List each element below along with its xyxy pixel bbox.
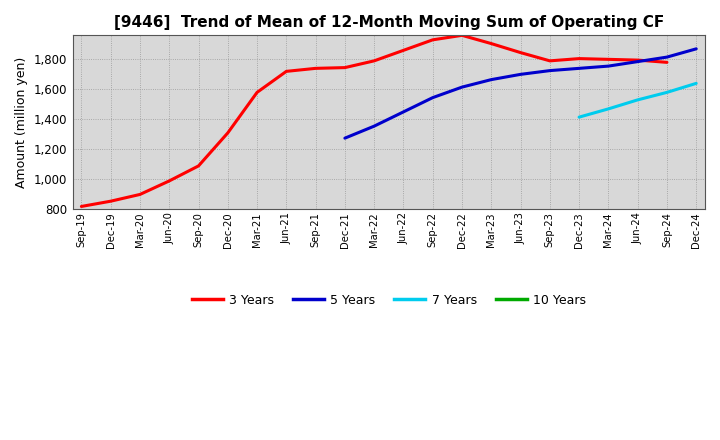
7 Years (692, 81, 701, 86)
5 Years (575, 66, 583, 71)
7 Years (634, 97, 642, 103)
3 Years (107, 198, 115, 204)
3 Years (223, 130, 232, 136)
5 Years (487, 77, 495, 82)
3 Years (282, 69, 291, 74)
7 Years (575, 114, 583, 120)
Title: [9446]  Trend of Mean of 12-Month Moving Sum of Operating CF: [9446] Trend of Mean of 12-Month Moving … (114, 15, 664, 30)
5 Years (399, 109, 408, 114)
3 Years (458, 33, 467, 38)
5 Years (428, 95, 437, 100)
3 Years (311, 66, 320, 71)
3 Years (546, 58, 554, 63)
3 Years (77, 204, 86, 209)
3 Years (194, 163, 203, 169)
3 Years (165, 178, 174, 183)
3 Years (399, 48, 408, 53)
5 Years (341, 136, 349, 141)
3 Years (253, 90, 261, 95)
Line: 5 Years: 5 Years (345, 49, 696, 138)
Legend: 3 Years, 5 Years, 7 Years, 10 Years: 3 Years, 5 Years, 7 Years, 10 Years (186, 289, 591, 312)
Y-axis label: Amount (million yen): Amount (million yen) (15, 57, 28, 188)
3 Years (370, 58, 379, 63)
Line: 7 Years: 7 Years (579, 83, 696, 117)
3 Years (662, 60, 671, 65)
5 Years (662, 55, 671, 60)
3 Years (428, 37, 437, 43)
7 Years (604, 106, 613, 111)
Line: 3 Years: 3 Years (81, 35, 667, 206)
3 Years (135, 192, 144, 197)
7 Years (662, 90, 671, 95)
5 Years (458, 84, 467, 90)
3 Years (516, 50, 525, 55)
5 Years (634, 59, 642, 64)
5 Years (692, 46, 701, 51)
5 Years (604, 63, 613, 69)
3 Years (634, 58, 642, 63)
3 Years (604, 57, 613, 62)
5 Years (546, 68, 554, 73)
5 Years (516, 72, 525, 77)
5 Years (370, 124, 379, 129)
3 Years (341, 65, 349, 70)
3 Years (575, 56, 583, 61)
3 Years (487, 41, 495, 46)
